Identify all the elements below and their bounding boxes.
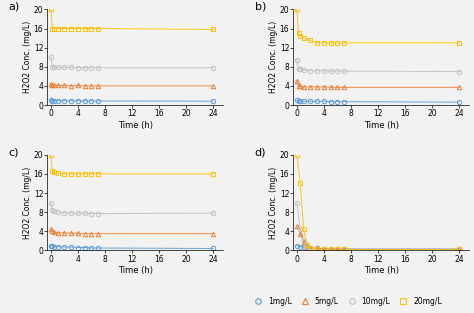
X-axis label: Time (h): Time (h) [118,266,153,275]
Text: c): c) [9,147,19,157]
Y-axis label: H2O2 Conc. (mg/L): H2O2 Conc. (mg/L) [269,21,278,93]
Text: d): d) [255,147,266,157]
X-axis label: Time (h): Time (h) [364,266,399,275]
X-axis label: Time (h): Time (h) [364,121,399,130]
Legend: 1mg/L, 5mg/L, 10mg/L, 20mg/L: 1mg/L, 5mg/L, 10mg/L, 20mg/L [250,297,442,306]
Y-axis label: H2O2 Conc. (mg/L): H2O2 Conc. (mg/L) [269,167,278,239]
Text: b): b) [255,2,266,12]
X-axis label: Time (h): Time (h) [118,121,153,130]
Y-axis label: H2O2 Conc. (mg/L): H2O2 Conc. (mg/L) [23,167,32,239]
Y-axis label: H2O2 Conc. (mg/L): H2O2 Conc. (mg/L) [23,21,32,93]
Text: a): a) [9,2,20,12]
